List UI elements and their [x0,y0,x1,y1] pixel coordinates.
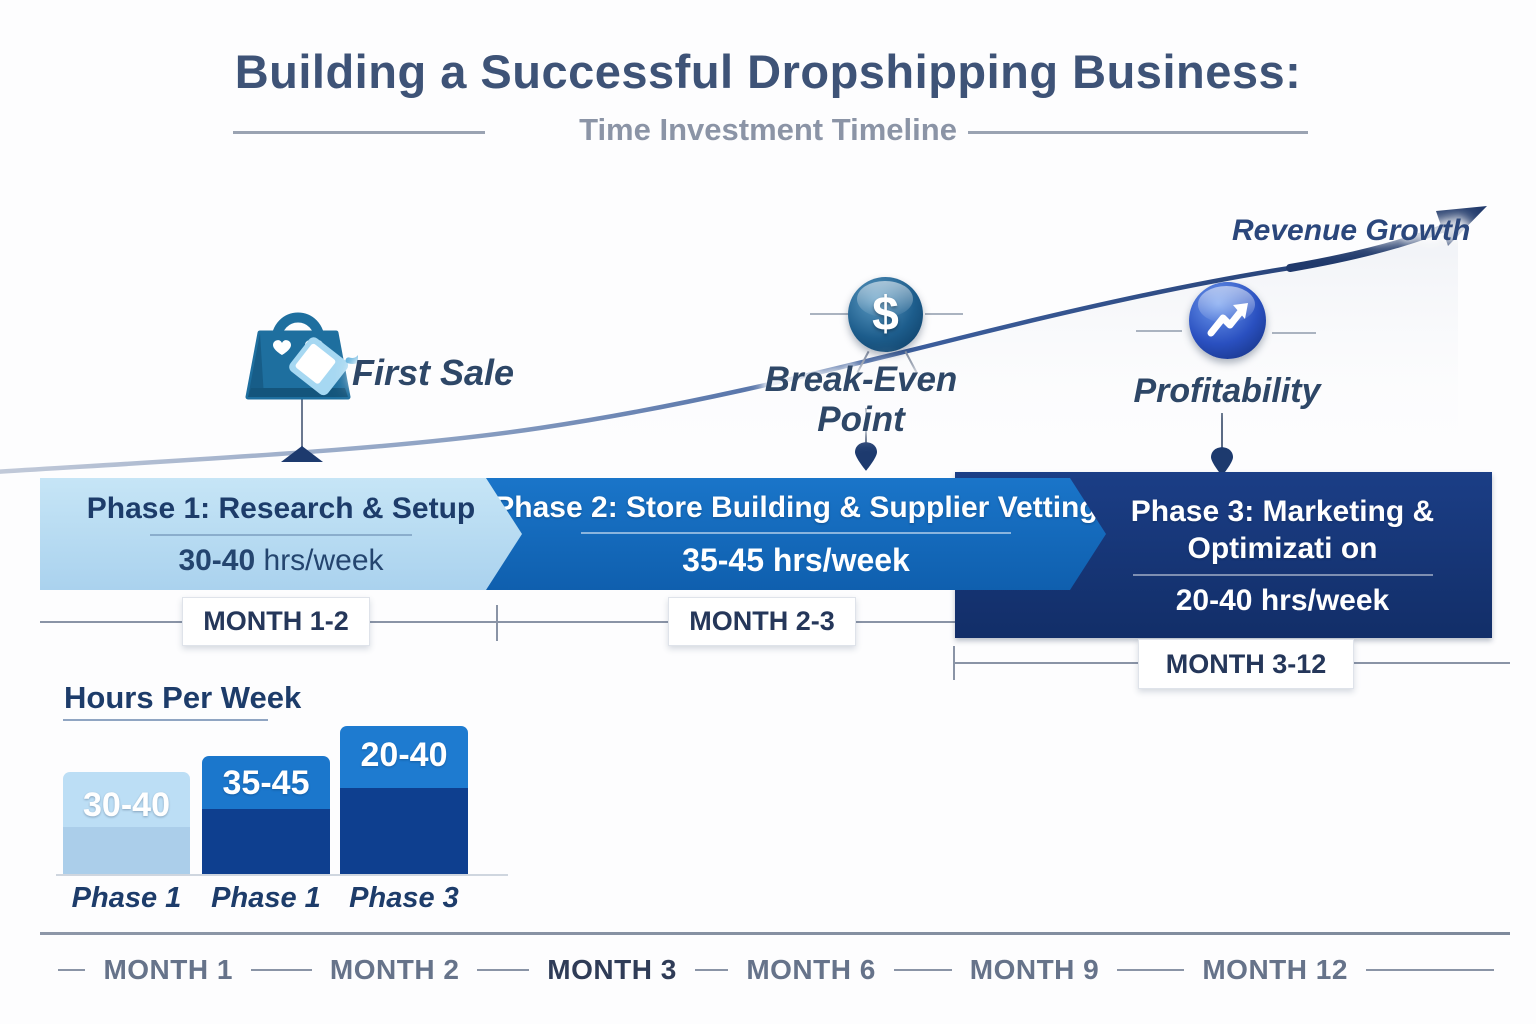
phase3-hours: 20-40 hrs/week [1176,584,1389,618]
chart-title: Hours Per Week [64,680,302,715]
axis-dash [694,969,729,971]
phase2-hours: 35-45 hrs/week [682,542,910,579]
first-sale-marker [281,446,323,462]
ruler-tick-month2 [496,605,498,641]
phase3-title-line2: Optimizati on [1187,532,1378,565]
phase1-title: Phase 1: Research & Setup [86,492,476,526]
profitability-arrow-line [1221,413,1223,451]
break-even-label: Break-Even Point [764,360,958,439]
subtitle-left-rule [233,131,485,134]
break-even-right-whisker [925,313,963,315]
phase3-month-box: MONTH 3-12 [1138,639,1354,689]
axis-dash [250,969,312,971]
subtitle-right-rule [968,131,1308,134]
phase3-divider [1132,573,1433,576]
dollar-glyph: $ [872,287,899,341]
phase1-bar: Phase 1: Research & Setup 30-40 hrs/week [40,478,522,590]
phase2-divider [581,532,1011,534]
trend-up-icon [1189,282,1266,359]
profitability-label: Profitability [1133,372,1321,410]
axis-month-6: MONTH 6 [746,954,876,985]
phase1-month-box: MONTH 1-2 [182,597,370,646]
phase2-title: Phase 2: Store Building & Supplier Vetti… [494,490,1098,524]
axis-dash [1365,969,1494,971]
profitability-left-whisker [1136,330,1182,332]
profitability-right-whisker [1272,332,1316,334]
phase3-hours-unit: hrs/week [1252,583,1390,617]
phase2-bar: Phase 2: Store Building & Supplier Vetti… [486,478,1106,590]
phase1-hours-unit: hrs/week [255,543,384,577]
chart-bar-phase2: 35-45 [202,756,330,874]
phase2-hours-range: 35-45 [682,542,764,579]
axis-dash [893,969,952,971]
break-even-arrowhead-icon [855,442,877,471]
first-sale-stem [301,394,303,452]
phase3-hours-range: 20-40 [1175,583,1253,617]
chart-bar-label: Phase 1 [71,882,182,914]
axis-month-9: MONTH 9 [969,954,1100,985]
chart-bar-value: 20-40 [360,736,448,774]
page-title: Building a Successful Dropshipping Busin… [234,45,1302,98]
chart-bar-value: 30-40 [83,786,170,824]
dollar-sign-icon: $ [848,277,923,352]
phase1-divider [150,534,412,536]
chart-bar-label: Phase 3 [349,882,459,914]
first-sale-label: First Sale [352,352,515,393]
revenue-growth-label: Revenue Growth [1232,214,1471,247]
bottom-separator-rule [40,932,1510,935]
chart-bar-value: 35-45 [222,764,310,802]
axis-dash [58,969,86,971]
axis-dash [1117,969,1185,971]
axis-dash [477,969,530,971]
chart-bar-phase1: 30-40 [63,772,190,874]
page-subtitle: Time Investment Timeline [579,112,957,147]
break-even-left-whisker [810,313,848,315]
shopping-bag-icon [245,312,358,400]
chart-baseline [56,874,508,876]
axis-month-1: MONTH 1 [103,954,233,985]
phase3-title-line1: Phase 3: Marketing & [1130,494,1435,528]
axis-month-12: MONTH 12 [1202,954,1348,985]
phase1-hours-range: 30-40 [178,543,256,577]
axis-month-2: MONTH 2 [329,954,460,985]
phase2-month-box: MONTH 2-3 [668,597,856,646]
trend-zigzag [1207,302,1248,336]
phase1-hours: 30-40 hrs/week [178,544,383,578]
axis-month-3: MONTH 3 [547,954,677,985]
chart-title-underline [63,719,268,721]
chart-bar-label: Phase 1 [211,882,321,914]
phase2-hours-unit: hrs/week [763,542,910,579]
chart-bar-phase3: 20-40 [340,726,468,874]
month-axis: MONTH 1 MONTH 2 MONTH 3 MONTH 6 MONTH 9 … [40,950,1512,990]
